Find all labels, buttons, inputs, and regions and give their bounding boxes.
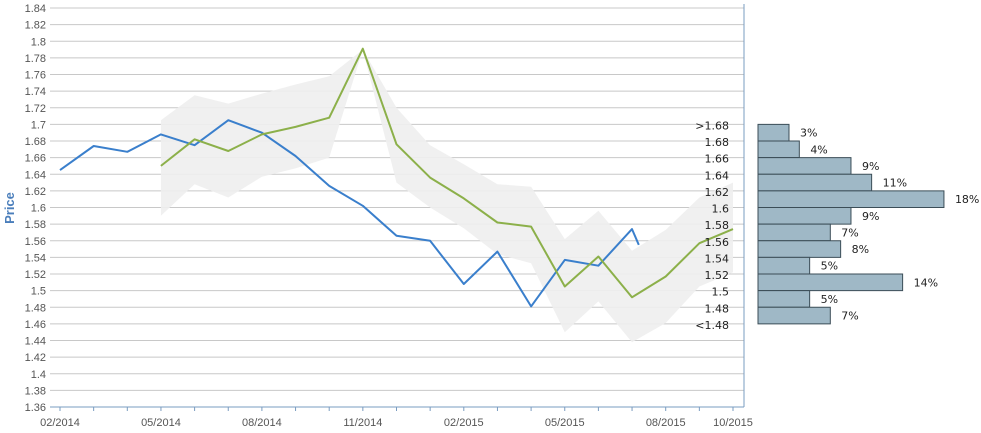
histogram-bin-label: 1.6 [712, 203, 730, 216]
histogram-bin-label: 1.62 [705, 186, 730, 199]
histogram-bin-label: >1.68 [695, 119, 729, 132]
histogram-bar [757, 157, 852, 175]
x-tick-label: 05/2014 [141, 417, 181, 429]
histogram-bin-label: 1.68 [705, 136, 730, 149]
y-tick-label: 1.72 [25, 103, 46, 115]
y-tick-label: 1.8 [31, 36, 46, 48]
histogram-bar [757, 240, 842, 258]
x-tick-label: 05/2015 [545, 417, 585, 429]
y-tick-label: 1.62 [25, 186, 46, 198]
histogram-bin-label: 1.48 [705, 302, 730, 315]
histogram-bar [757, 223, 831, 242]
histogram-percent-label: 3% [800, 127, 817, 140]
y-tick-label: 1.78 [25, 53, 46, 65]
histogram-bin-label: 1.54 [705, 252, 730, 265]
series-line-green [160, 47, 734, 299]
histogram-bar [757, 290, 811, 308]
histogram-percent-label: 8% [852, 243, 869, 256]
histogram-bar [757, 256, 811, 275]
histogram-bin-label: 1.56 [705, 236, 730, 249]
y-tick-label: 1.64 [25, 169, 46, 181]
y-tick-label: 1.56 [25, 236, 46, 248]
band-area [160, 49, 733, 343]
x-tick-label: 11/2014 [343, 417, 382, 429]
histogram-percent-label: 4% [810, 143, 827, 156]
y-tick-label: 1.82 [25, 20, 46, 32]
histogram-percent-label: 5% [821, 293, 838, 306]
histogram-bin-label: 1.52 [705, 269, 730, 282]
histogram-percent-label: 7% [841, 310, 858, 323]
histogram-bottom-label: <1.48 [695, 319, 729, 332]
y-tick-label: 1.7 [31, 119, 46, 131]
y-tick-label: 1.58 [25, 219, 46, 231]
x-tick-label: 08/2014 [242, 417, 282, 429]
histogram-percent-label: 14% [914, 276, 938, 289]
grid-lines [50, 7, 744, 408]
x-tick-label: 08/2015 [646, 417, 686, 429]
histogram-bar [757, 207, 852, 225]
y-tick-label: 1.84 [25, 3, 46, 15]
axes [50, 4, 745, 411]
series-line-blue [59, 119, 640, 308]
histogram-bar [757, 306, 831, 325]
y-tick-label: 1.66 [25, 153, 46, 165]
y-tick-label: 1.48 [25, 302, 46, 314]
histogram-percent-label: 7% [841, 226, 858, 239]
y-tick-label: 1.36 [25, 402, 46, 414]
x-tick-label: 02/2015 [444, 417, 484, 429]
histogram-percent-label: 5% [821, 260, 838, 273]
y-tick-label: 1.5 [31, 286, 46, 298]
y-tick-label: 1.54 [25, 252, 46, 264]
y-tick-label: 1.74 [25, 86, 46, 98]
histogram-bar [757, 190, 945, 208]
histogram-bar [757, 123, 790, 142]
histogram-bar [757, 140, 800, 159]
histogram-bar [757, 173, 873, 192]
histogram-bin-label: 1.64 [705, 169, 730, 182]
y-tick-label: 1.44 [25, 336, 46, 348]
series-lines [59, 47, 734, 308]
y-tick-label: 1.52 [25, 269, 46, 281]
x-tick-label: 02/2014 [40, 417, 80, 429]
histogram-percent-label: 18% [955, 193, 979, 206]
y-tick-label: 1.42 [25, 352, 46, 364]
y-tick-label: 1.76 [25, 70, 46, 82]
histogram-percent-label: 11% [883, 177, 907, 190]
y-tick-label: 1.46 [25, 319, 46, 331]
forecast-band [160, 49, 733, 343]
histogram-bar [757, 273, 904, 292]
distribution-histogram: >1.68 3% 1.68 4% 1.66 9% 1.64 11% 1.62 18% 1.6 9% 1.… [695, 119, 979, 332]
x-tick-labels: 02/2014 05/2014 08/2014 11/2014 02/2015 05/20… [40, 417, 753, 429]
y-tick-label: 1.6 [31, 203, 46, 215]
histogram-bin-label: 1.66 [705, 153, 730, 166]
y-tick-label: 1.4 [31, 369, 46, 381]
y-tick-labels: 1.84 1.82 1.8 1.78 1.76 1.74 1.72 1.7 1.68 1.66 1.… [25, 3, 46, 414]
histogram-percent-label: 9% [862, 210, 879, 223]
histogram-bin-label: 1.5 [712, 286, 730, 299]
y-tick-label: 1.38 [25, 385, 46, 397]
y-axis-label: Price [2, 192, 17, 224]
x-tick-label: 10/2015 [713, 417, 753, 429]
histogram-bin-label: 1.58 [705, 219, 730, 232]
y-tick-label: 1.68 [25, 136, 46, 148]
histogram-percent-label: 9% [862, 160, 879, 173]
